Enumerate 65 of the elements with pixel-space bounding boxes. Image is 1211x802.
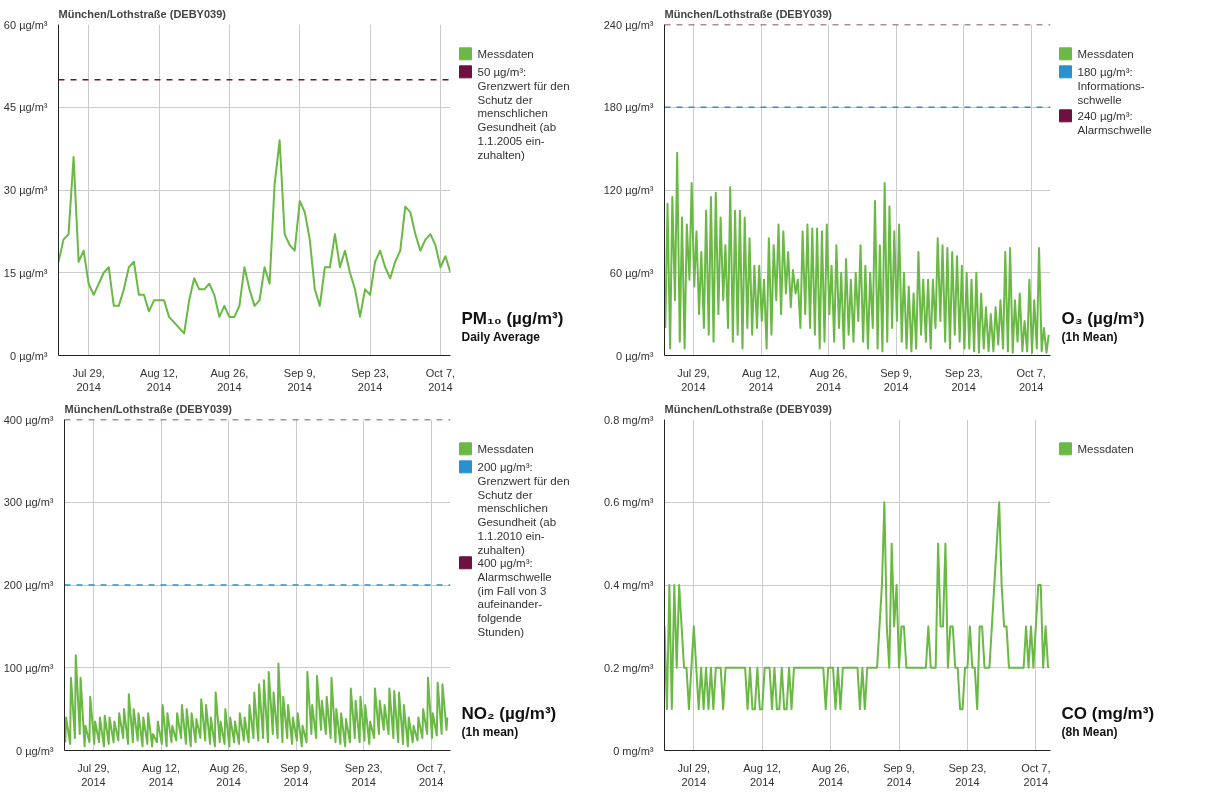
x-tick-label: Oct 7, 2014 bbox=[1021, 761, 1051, 788]
x-tick-label: Oct 7, 2014 bbox=[425, 366, 456, 393]
y-tick-label: 0 µg/m³ bbox=[15, 744, 54, 757]
y-tick-label: 0.6 mg/m³ bbox=[603, 496, 654, 509]
x-tick-label: Aug 12, 2014 bbox=[140, 366, 178, 393]
y-tick-label: 60 µg/m³ bbox=[609, 266, 654, 279]
legend-label: Messdaten bbox=[477, 47, 534, 60]
y-tick-label: 200 µg/m³ bbox=[3, 579, 54, 591]
x-tick-label: Aug 12, 2014 bbox=[743, 761, 782, 788]
y-tick-label: 0 µg/m³ bbox=[9, 349, 48, 362]
x-tick-label: Aug 26, 2014 bbox=[811, 761, 850, 788]
text: O₃ (µg/m³) bbox=[1061, 309, 1145, 329]
y-tick-label: 15 µg/m³ bbox=[3, 266, 48, 279]
x-tick-label: Sep 23, 2014 bbox=[948, 761, 987, 788]
chart-title: München/Lothstraße (DEBY039) bbox=[64, 402, 233, 415]
y-tick-label: 0.4 mg/m³ bbox=[603, 579, 654, 591]
x-tick-label: Oct 7, 2014 bbox=[1016, 366, 1046, 393]
y-tick-label: 45 µg/m³ bbox=[3, 101, 48, 114]
y-tick-label: 0.8 mg/m³ bbox=[603, 413, 654, 426]
x-tick-label: Sep 23, 2014 bbox=[344, 761, 383, 788]
y-tick-label: 30 µg/m³ bbox=[3, 184, 48, 196]
x-tick-label: Sep 9, 2014 bbox=[883, 761, 915, 788]
y-tick-label: 240 µg/m³ bbox=[603, 18, 654, 31]
y-tick-label: 60 µg/m³ bbox=[3, 18, 48, 31]
text: CO (mg/m³) bbox=[1061, 704, 1155, 724]
y-tick-label: 400 µg/m³ bbox=[3, 413, 54, 426]
text: (1h mean) bbox=[461, 725, 519, 740]
x-tick-label: Jul 29, 2014 bbox=[677, 366, 710, 393]
x-tick-label: Aug 26, 2014 bbox=[210, 366, 249, 393]
text: Daily Average bbox=[461, 330, 541, 345]
x-tick-label: Sep 9, 2014 bbox=[280, 761, 313, 788]
x-tick-label: Sep 23, 2014 bbox=[944, 366, 983, 393]
x-tick-label: Jul 29, 2014 bbox=[72, 366, 105, 393]
legend-label: 240 µg/m³: Alarmschwelle bbox=[1077, 109, 1152, 136]
y-tick-label: 0.2 mg/m³ bbox=[603, 661, 654, 674]
x-tick-label: Aug 26, 2014 bbox=[809, 366, 848, 393]
y-tick-label: 300 µg/m³ bbox=[3, 496, 54, 509]
chart-title: München/Lothstraße (DEBY039) bbox=[664, 402, 833, 415]
x-tick-label: Aug 26, 2014 bbox=[209, 761, 248, 788]
legend-label: 400 µg/m³: Alarmschwelle (im Fall von 3 aufeinander- folgende Stunden) bbox=[477, 556, 552, 638]
text: (1h Mean) bbox=[1061, 330, 1118, 345]
y-tick-label: 0 mg/m³ bbox=[613, 744, 654, 757]
x-tick-label: Aug 12, 2014 bbox=[742, 366, 780, 393]
x-tick-label: Jul 29, 2014 bbox=[77, 761, 110, 788]
x-tick-label: Sep 9, 2014 bbox=[283, 366, 316, 393]
x-tick-label: Sep 23, 2014 bbox=[351, 366, 390, 393]
x-tick-label: Jul 29, 2014 bbox=[677, 761, 711, 788]
x-tick-label: Oct 7, 2014 bbox=[416, 761, 446, 788]
x-tick-label: Sep 9, 2014 bbox=[880, 366, 913, 393]
chart-title: München/Lothstraße (DEBY039) bbox=[58, 7, 227, 20]
legend-label: 50 µg/m³: Grenzwert für den Schutz der menschlichen Gesundheit (ab 1.1.2005 ein- zuhalten) bbox=[477, 65, 570, 161]
legend-label: 180 µg/m³: Informations- schwelle bbox=[1077, 65, 1145, 106]
legend-label: Messdaten bbox=[477, 442, 534, 455]
chart-title: München/Lothstraße (DEBY039) bbox=[664, 7, 833, 20]
y-tick-label: 0 µg/m³ bbox=[615, 349, 654, 362]
x-tick-label: Aug 12, 2014 bbox=[142, 761, 180, 788]
legend-label: 200 µg/m³: Grenzwert für den Schutz der menschlichen Gesundheit (ab 1.1.2010 ein- zuhalten) bbox=[477, 460, 570, 556]
text: (8h Mean) bbox=[1061, 725, 1118, 740]
y-tick-label: 120 µg/m³ bbox=[603, 184, 654, 196]
legend-label: Messdaten bbox=[1077, 47, 1134, 60]
y-tick-label: 100 µg/m³ bbox=[3, 661, 54, 674]
text: NO₂ (µg/m³) bbox=[461, 704, 557, 724]
legend-label: Messdaten bbox=[1077, 442, 1134, 455]
y-tick-label: 180 µg/m³ bbox=[603, 101, 654, 114]
text: PM₁₀ (µg/m³) bbox=[461, 309, 564, 329]
